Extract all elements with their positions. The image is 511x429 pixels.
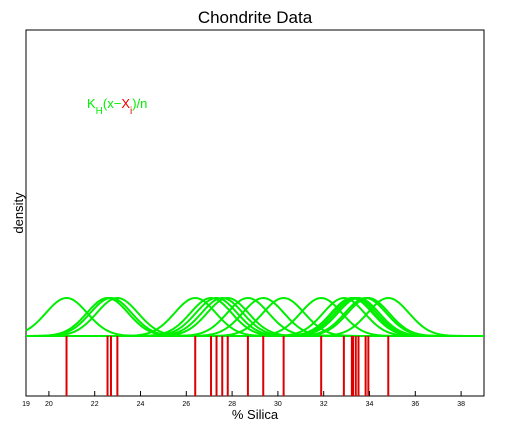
x-tick-label-4: 26 — [182, 401, 190, 408]
x-tick-label-2: 22 — [91, 401, 99, 408]
annotation-part-1: H — [96, 106, 103, 117]
x-axis-label: % Silica — [232, 407, 279, 422]
annotation-part-4: i — [130, 106, 132, 117]
x-tick-label-10: 38 — [457, 401, 465, 408]
x-tick-label-7: 32 — [320, 401, 328, 408]
chart-title: Chondrite Data — [198, 8, 313, 27]
plot-frame — [25, 29, 485, 397]
x-tick-label-6: 30 — [274, 401, 282, 408]
annotation-part-3: X — [121, 96, 130, 111]
x-tick-label-1: 20 — [45, 401, 53, 408]
kernel-curve-20 — [26, 296, 484, 337]
kernel-curves — [25, 296, 484, 337]
x-tick-label-5: 28 — [228, 401, 236, 408]
kernel-annotation: KH(x−Xi)/n — [87, 96, 147, 117]
y-axis-label: density — [11, 192, 26, 234]
annotation-part-2: (x− — [103, 96, 121, 111]
x-tick-label-3: 24 — [137, 401, 145, 408]
annotation-part-0: K — [87, 96, 96, 111]
x-ticks: 19 20 22 24 26 28 30 32 34 36 38 — [22, 391, 465, 408]
x-tick-label-8: 34 — [366, 401, 374, 408]
rug-lines — [65, 336, 390, 396]
annotation-part-5: )/n — [132, 96, 147, 111]
x-tick-label-9: 36 — [411, 401, 419, 408]
x-tick-label-0: 19 — [22, 401, 30, 408]
